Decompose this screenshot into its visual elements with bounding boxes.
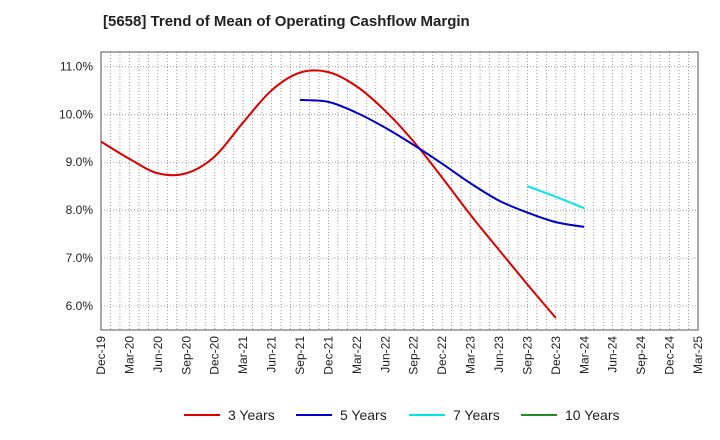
x-tick-label: Jun-23: [492, 336, 506, 373]
grid-lines: [100, 52, 699, 330]
series-line-5-years: [299, 98, 585, 228]
x-tick-label: Sep-20: [179, 336, 193, 375]
x-tick-label: Dec-23: [549, 336, 563, 375]
legend-label-5-years: 5 Years: [340, 407, 387, 423]
legend-item-5-years: 5 Years: [296, 405, 387, 425]
x-tick-label: Dec-20: [208, 336, 222, 375]
x-tick-label: Dec-21: [321, 336, 335, 375]
legend: 3 Years 5 Years 7 Years 10 Years: [0, 405, 720, 427]
y-tick-label: 8.0%: [66, 203, 94, 217]
chart-title: [5658] Trend of Mean of Operating Cashfl…: [103, 13, 470, 30]
x-tick-label: Jun-22: [378, 336, 392, 373]
x-tick-label: Mar-25: [691, 336, 705, 374]
x-tick-label: Mar-24: [577, 336, 591, 374]
x-tick-label: Mar-20: [122, 336, 136, 374]
y-tick-label: 7.0%: [66, 251, 94, 265]
legend-swatch-10-years: [521, 414, 557, 416]
y-tick-label: 11.0%: [60, 59, 93, 73]
legend-label-7-years: 7 Years: [453, 407, 500, 423]
x-tick-label: Sep-22: [407, 336, 421, 375]
legend-label-3-years: 3 Years: [228, 407, 275, 423]
x-tick-label: Sep-24: [634, 336, 648, 375]
x-axis-tick-labels: Dec-19 Mar-20 Jun-20 Sep-20 Dec-20 Mar-21 Jun-…: [94, 336, 705, 375]
x-tick-label: Sep-23: [520, 336, 534, 375]
series-lines: [100, 69, 585, 319]
x-tick-label: Mar-21: [236, 336, 250, 374]
x-tick-label: Dec-24: [663, 336, 677, 375]
y-axis-tick-labels: 6.0% 7.0% 8.0% 9.0% 10.0% 11.0%: [59, 59, 93, 313]
legend-item-3-years: 3 Years: [184, 405, 275, 425]
x-tick-label: Mar-23: [464, 336, 478, 374]
legend-item-10-years: 10 Years: [521, 405, 620, 425]
x-tick-label: Sep-21: [293, 336, 307, 375]
x-tick-label: Jun-21: [265, 336, 279, 373]
legend-swatch-5-years: [296, 414, 332, 416]
x-tick-label: Jun-24: [606, 336, 620, 373]
plot-area-frame: [100, 51, 699, 331]
y-tick-label: 10.0%: [59, 107, 93, 121]
x-tick-label: Jun-20: [151, 336, 165, 373]
legend-label-10-years: 10 Years: [565, 407, 620, 423]
y-tick-label: 9.0%: [66, 155, 94, 169]
series-line-7-years: [527, 185, 585, 210]
x-tick-label: Dec-19: [94, 336, 108, 375]
x-tick-label: Dec-22: [435, 336, 449, 375]
x-tick-label: Mar-22: [350, 336, 364, 374]
legend-swatch-7-years: [409, 414, 445, 416]
series-line-3-years: [100, 69, 557, 319]
y-tick-label: 6.0%: [66, 299, 94, 313]
legend-swatch-3-years: [184, 414, 220, 416]
legend-item-7-years: 7 Years: [409, 405, 500, 425]
